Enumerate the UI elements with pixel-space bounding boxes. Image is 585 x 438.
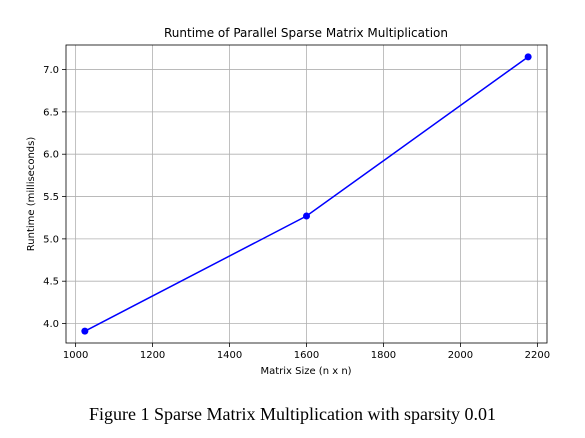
x-tick-label: 1000: [63, 350, 88, 361]
x-tick-label: 2000: [448, 350, 473, 361]
y-tick-label: 5.0: [43, 234, 59, 245]
figure-caption: Figure 1 Sparse Matrix Multiplication wi…: [0, 404, 585, 425]
y-tick-label: 4.5: [43, 277, 59, 288]
y-tick-label: 4.0: [43, 319, 59, 330]
x-tick-label: 1600: [294, 350, 319, 361]
grid-lines: [66, 45, 547, 343]
chart-figure: Runtime of Parallel Sparse Matrix Multip…: [0, 0, 585, 400]
axis-ticks: 1000 1200 1400 1600 1800 2000 2200 4.0 4.5 5.0 5.5…: [43, 65, 550, 361]
data-point: [81, 328, 88, 335]
y-axis-label: Runtime (milliseconds): [26, 137, 37, 252]
y-tick-label: 7.0: [43, 65, 59, 76]
x-tick-label: 1200: [140, 350, 165, 361]
y-tick-label: 6.0: [43, 150, 59, 161]
x-tick-label: 1800: [371, 350, 396, 361]
data-point: [525, 53, 532, 60]
y-tick-label: 5.5: [43, 192, 59, 203]
x-tick-label: 1400: [217, 350, 242, 361]
data-point: [303, 213, 310, 220]
x-axis-label: Matrix Size (n x n): [260, 366, 351, 377]
y-tick-label: 6.5: [43, 107, 59, 118]
x-tick-label: 2200: [525, 350, 550, 361]
chart-title: Runtime of Parallel Sparse Matrix Multip…: [164, 26, 448, 40]
